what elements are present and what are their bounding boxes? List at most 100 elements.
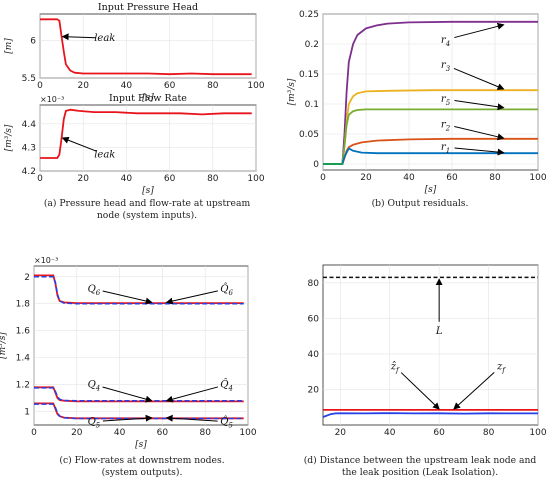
y-tick-label: 4.4: [22, 120, 37, 130]
y-tick-label: 1.6: [16, 327, 31, 337]
annotation-text: Q̂: [220, 416, 228, 428]
series-line-s0: [40, 108, 252, 159]
annotation-arrow: [102, 414, 153, 422]
x-tick-label: 80: [199, 428, 211, 438]
annotation-label: ẑf: [390, 361, 400, 374]
series-line-r5: [323, 108, 538, 165]
x-tick-label: 20: [360, 173, 372, 183]
annotation-text: r: [441, 119, 447, 130]
annotation-arrow: [400, 372, 440, 410]
x-tick-label: 60: [164, 81, 176, 91]
annotation-text: Q: [88, 417, 96, 428]
annotation-text: Q̂: [220, 379, 228, 391]
y-tick-label: 4.2: [22, 167, 36, 177]
caption-c: (c) Flow-rates at downstrem nodes. (syst…: [59, 455, 224, 478]
x-axis-label: [s]: [142, 186, 154, 196]
annotation-label: leak: [94, 33, 115, 44]
caption-c-line-2: (system outputs).: [102, 467, 183, 478]
y-axis-label: [m³/s]: [4, 124, 14, 151]
chart-title: Input Pressure Head: [98, 2, 198, 13]
annotation-label: r1: [441, 142, 450, 155]
caption-a-line-1: (a) Pressure head and flow-rate at upstr…: [44, 198, 251, 209]
series-line-z: [323, 412, 538, 418]
x-tick-label: 0: [31, 428, 37, 438]
plot-area-a1: [39, 13, 257, 79]
annotation-subscript: 4: [445, 40, 450, 48]
annotation-text: Q: [88, 380, 96, 391]
annotation-label: L: [435, 326, 443, 337]
annotation-arrow: [61, 33, 96, 41]
y-tick-label: 4.3: [22, 143, 36, 153]
annotation-arrow: [453, 372, 495, 410]
y-tick-label: 0.15: [299, 70, 319, 80]
x-tick-label: 100: [239, 428, 256, 438]
annotation-label: r3: [441, 60, 451, 73]
annotation-text: r: [441, 142, 447, 153]
y-tick-label: 40: [308, 350, 320, 360]
caption-d-line-1: (d) Distance between the upstream leak n…: [304, 455, 537, 466]
y-tick-label: 60: [308, 314, 320, 324]
annotation-subscript: f: [395, 366, 400, 374]
y-tick-label: 20: [308, 385, 320, 395]
caption-c-line-1: (c) Flow-rates at downstrem nodes.: [59, 455, 224, 466]
chart-title: Input Flow Rate: [109, 93, 187, 104]
annotation-subscript: 3: [446, 65, 451, 73]
x-tick-label: 60: [164, 174, 176, 184]
annotation-text: r: [441, 60, 447, 71]
series-line-r1: [323, 147, 538, 165]
annotation-label: Q̂5: [220, 416, 233, 430]
y-tick-label: 1.2: [16, 381, 30, 391]
x-tick-label: 60: [446, 173, 458, 183]
x-tick-label: 0: [37, 81, 43, 91]
annotation-subscript: 5: [446, 99, 451, 107]
annotation-text: Q̂: [220, 283, 228, 295]
x-tick-label: 40: [114, 428, 126, 438]
y-tick-label: 6: [30, 36, 36, 46]
annotation-arrow: [454, 22, 505, 39]
annotation-text: leak: [94, 150, 115, 161]
x-tick-label: 40: [403, 173, 415, 183]
annotation-text: ẑ: [390, 361, 397, 372]
x-tick-label: 80: [483, 428, 495, 438]
y-tick-label: 0.1: [305, 100, 319, 110]
annotation-arrow: [102, 386, 153, 403]
x-tick-label: 100: [247, 81, 264, 91]
y-tick-label: 80: [308, 279, 320, 289]
y-tick-label: 1.4: [16, 354, 31, 364]
y-axis-label: [m³/s]: [0, 332, 8, 359]
x-tick-label: 80: [207, 81, 219, 91]
y-axis-label: [m]: [4, 38, 14, 54]
plot-area-d: [322, 264, 539, 426]
x-tick-label: 100: [247, 174, 264, 184]
series-line-s0: [40, 18, 252, 76]
chart-b: 0 20 40 60 80 100 0 0.05 0.1 0.15 0.2 0.25 [s] [m³/s]…: [287, 10, 547, 195]
x-tick-label: 40: [384, 428, 396, 438]
annotation-text: L: [435, 326, 443, 337]
annotation-text: leak: [94, 33, 115, 44]
annotation-arrow: [454, 125, 505, 141]
y-axis-label: [m³/s]: [287, 78, 297, 105]
x-tick-label: 0: [320, 173, 326, 183]
annotation-label: r4: [441, 35, 450, 48]
x-tick-label: 20: [335, 428, 347, 438]
x-axis-label: [s]: [142, 93, 154, 103]
annotation-label: Q4: [88, 380, 101, 393]
annotation-arrow: [102, 290, 153, 305]
annotation-subscript: 2: [445, 124, 451, 132]
annotation-subscript: f: [501, 366, 506, 374]
annotation-text: z: [496, 361, 503, 372]
y-tick-label: 0: [313, 160, 319, 170]
plot-area-b: [322, 13, 539, 171]
x-tick-label: 40: [121, 81, 133, 91]
x-tick-label: 80: [489, 173, 501, 183]
chart-a1: 0 20 40 60 80 100 5.5 6 Input Pressure Head [s] [m…: [4, 2, 265, 103]
annotation-subscript: 1: [446, 147, 450, 155]
plot-area-a2: [39, 104, 257, 172]
annotation-arrow: [454, 147, 505, 156]
caption-a-line-2: node (system inputs).: [97, 210, 197, 221]
chart-c: 0 20 40 60 80 100 1 1.2 1.4 1.6 1.8 2 ×10⁻³ [s] [m³/s]…: [0, 256, 257, 450]
annotation-text: r: [441, 35, 447, 46]
x-tick-label: 60: [157, 428, 169, 438]
